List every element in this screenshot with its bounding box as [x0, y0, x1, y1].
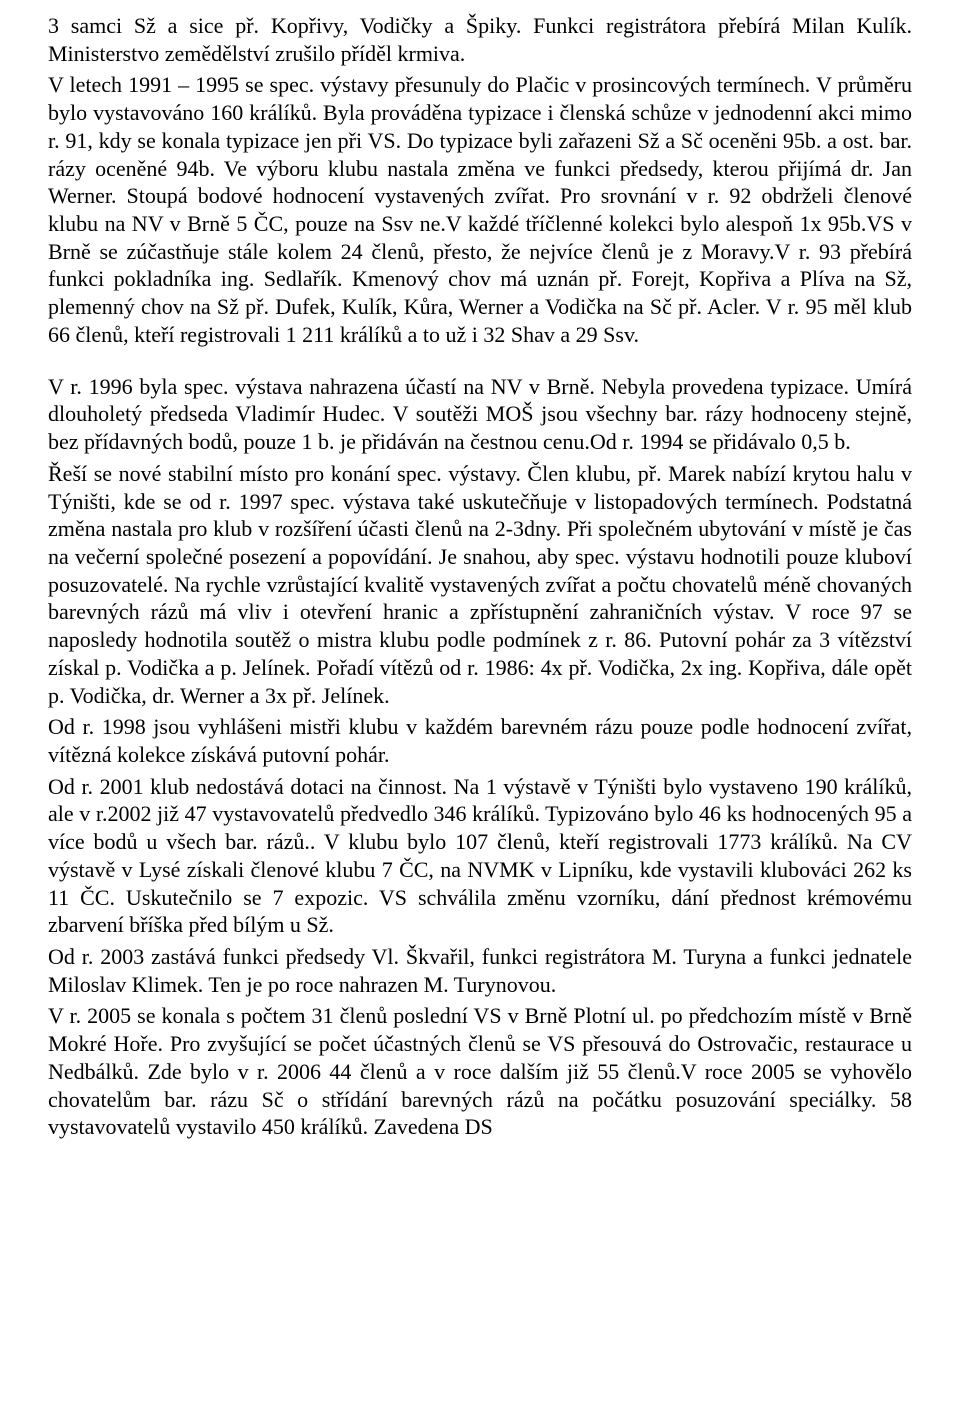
paragraph: Od r. 1998 jsou vyhlášeni mistři klubu v…	[48, 713, 912, 768]
paragraph: V r. 1996 byla spec. výstava nahrazena ú…	[48, 373, 912, 456]
paragraph: Od r. 2003 zastává funkci předsedy Vl. Š…	[48, 943, 912, 998]
paragraph: Od r. 2001 klub nedostává dotaci na činn…	[48, 773, 912, 939]
paragraph: V letech 1991 – 1995 se spec. výstavy př…	[48, 71, 912, 348]
paragraph: Řeší se nové stabilní místo pro konání s…	[48, 460, 912, 709]
paragraph: V r. 2005 se konala s počtem 31 členů po…	[48, 1002, 912, 1141]
paragraph: 3 samci Sž a sice př. Kopřivy, Vodičky a…	[48, 12, 912, 67]
